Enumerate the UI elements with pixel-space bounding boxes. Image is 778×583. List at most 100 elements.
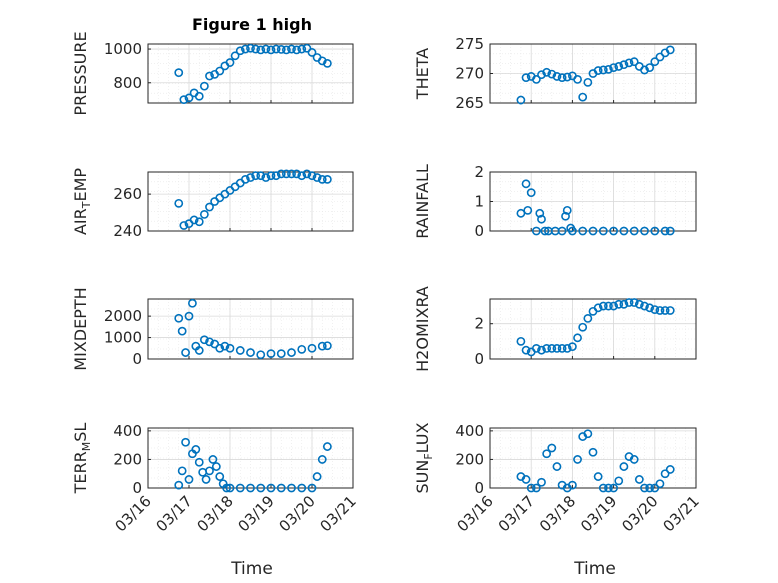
data-point [297, 44, 307, 54]
data-point [583, 77, 593, 87]
data-point [266, 483, 276, 493]
data-point [292, 169, 302, 179]
data-point [174, 68, 184, 78]
plot-frame [489, 171, 697, 232]
data-point [665, 226, 675, 236]
x-tick-label: 03/16 [454, 492, 497, 535]
data-point [184, 311, 194, 321]
y-tick-label: 2000 [104, 307, 142, 325]
y-tick-label: 1000 [104, 40, 142, 58]
data-point [184, 475, 194, 484]
x-tick-label: 03/18 [536, 492, 579, 535]
data-point [598, 226, 608, 236]
data-point [604, 301, 613, 311]
y-axis-label: TERRMSL [71, 423, 93, 495]
data-point [562, 72, 572, 82]
data-point [215, 343, 225, 353]
data-point [598, 301, 608, 311]
subplot-rainfall: 0 1 2 RAINFALL [413, 163, 697, 240]
data-point [619, 462, 629, 471]
data-point [655, 479, 665, 489]
data-point [573, 75, 582, 84]
data-point [297, 171, 307, 181]
data-point [235, 346, 245, 355]
data-point [256, 483, 266, 493]
data-point [552, 72, 562, 81]
data-point [640, 301, 649, 311]
data-point [276, 483, 286, 493]
x-tick-label: 03/17 [495, 492, 538, 535]
data-point [287, 169, 296, 179]
data-point [531, 226, 541, 236]
data-point [307, 483, 317, 493]
data-point [184, 93, 194, 103]
data-point [317, 455, 327, 464]
data-point [225, 483, 235, 493]
data-point [578, 92, 588, 102]
data-point [598, 65, 608, 75]
data-point [526, 188, 536, 198]
data-point [287, 44, 296, 54]
data-point [655, 52, 665, 62]
data-point [542, 449, 552, 459]
data-point [552, 344, 562, 353]
data-point [276, 349, 286, 359]
data-point [557, 73, 567, 83]
data-point [609, 483, 618, 493]
data-point [640, 65, 649, 75]
y-tick-label: 2 [474, 315, 484, 333]
data-point [537, 477, 546, 487]
data-point [640, 226, 649, 236]
subplot-sun-flux: 0 200 400 SUNFLUX 03/1603/1703/1803/1903/200… [413, 422, 703, 536]
data-point [598, 483, 608, 493]
data-point [645, 63, 655, 72]
data-point [199, 81, 209, 91]
data-point [645, 483, 655, 493]
data-point [287, 483, 296, 493]
data-point [604, 483, 613, 493]
y-tick-label: 260 [113, 185, 142, 203]
data-point [225, 58, 235, 67]
data-point [177, 466, 187, 476]
y-tick-label: 0 [474, 350, 484, 368]
y-tick-label: 200 [455, 450, 484, 468]
data-point [297, 483, 307, 493]
data-point [194, 91, 204, 101]
data-point [573, 333, 582, 343]
data-point [593, 472, 603, 481]
plot-frame [147, 298, 354, 360]
x-tick-label: 03/20 [618, 492, 661, 535]
data-point [181, 437, 190, 447]
y-tick-label: 400 [455, 422, 484, 440]
data-point [266, 45, 276, 55]
data-point [665, 306, 675, 315]
data-point [650, 57, 660, 67]
data-point [322, 58, 332, 68]
subplot-air-temp: 240 260 AIRTEMP [71, 168, 354, 240]
data-point [650, 226, 660, 236]
y-tick-label: 275 [455, 35, 484, 53]
data-point [246, 43, 255, 53]
data-point [271, 171, 281, 181]
data-point [540, 226, 550, 236]
data-point [619, 60, 629, 70]
data-point [645, 303, 655, 313]
subplot-h2omixra: 0 2 H2OMIXRA [413, 286, 697, 372]
data-point [240, 174, 250, 184]
data-point [256, 350, 266, 360]
data-point [174, 313, 184, 323]
data-point [208, 455, 218, 464]
data-point [271, 44, 281, 54]
data-point [205, 337, 214, 347]
data-point [609, 301, 618, 311]
data-point [568, 226, 577, 236]
data-point [655, 306, 665, 315]
data-point [624, 298, 634, 307]
data-point [220, 341, 230, 351]
data-point [614, 476, 624, 486]
data-point [322, 442, 332, 451]
data-point [516, 336, 526, 346]
data-point [535, 208, 545, 218]
data-point [583, 314, 593, 323]
data-point [256, 45, 266, 55]
